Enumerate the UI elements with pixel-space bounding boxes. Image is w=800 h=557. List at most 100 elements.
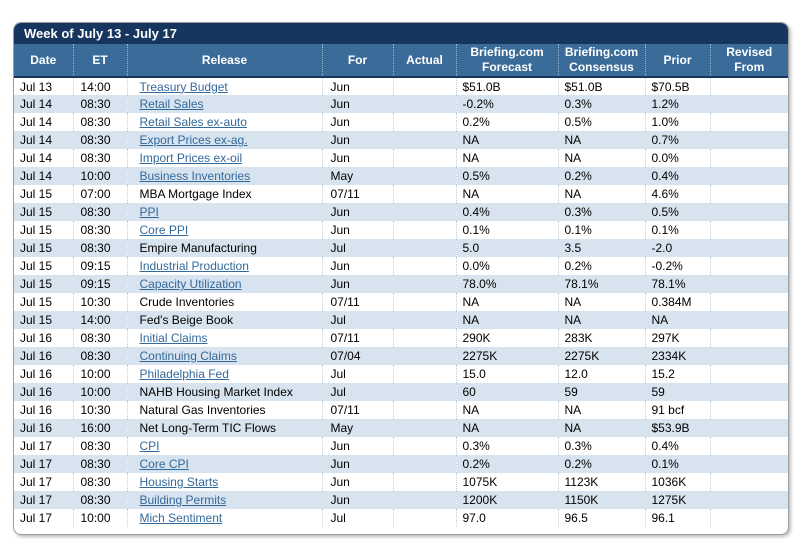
cell-date: Jul 15 (20, 277, 53, 291)
cell-et: 10:00 (72, 167, 127, 185)
table-row: Jul 17 08:30 Building Permits Jun 1200K 1150K… (14, 491, 788, 509)
cell-prior: 78.1% (644, 275, 710, 293)
release-link[interactable]: Core CPI (139, 457, 189, 471)
cell-et: 08:30 (72, 347, 127, 365)
cell-actual (392, 311, 456, 329)
cell-consensus: 0.5% (557, 113, 645, 131)
cell-revised (709, 95, 788, 113)
cell-actual (392, 473, 456, 491)
cell-for: Jun (321, 221, 393, 239)
column-header-for: For (321, 44, 393, 78)
cell-revised (709, 131, 788, 149)
cell-revised (709, 491, 788, 509)
table-row: Jul 17 08:30 Core CPI Jun 0.2% 0.2% 0.1% (14, 455, 788, 473)
cell-consensus: 0.2% (557, 257, 645, 275)
cell-forecast: 97.0 (455, 509, 558, 527)
cell-release: Crude Inventories (126, 293, 322, 311)
cell-consensus: NA (557, 419, 645, 437)
cell-for: Jun (321, 275, 393, 293)
release-link[interactable]: Treasury Budget (139, 79, 228, 94)
cell-revised (709, 329, 788, 347)
release-link[interactable]: Retail Sales ex-auto (139, 115, 247, 129)
cell-actual (392, 365, 456, 383)
cell-date: Jul 14 (20, 133, 53, 147)
cell-et: 09:15 (72, 257, 127, 275)
release-link[interactable]: PPI (139, 205, 159, 219)
release-link[interactable]: Business Inventories (139, 169, 251, 183)
release-link[interactable]: Housing Starts (139, 475, 219, 489)
cell-for: Jun (321, 473, 393, 491)
release-link[interactable]: Building Permits (139, 493, 227, 507)
release-link[interactable]: Import Prices ex-oil (139, 151, 243, 165)
cell-for: Jun (321, 437, 393, 455)
cell-forecast: NA (455, 131, 558, 149)
cell-actual (392, 383, 456, 401)
cell-release: NAHB Housing Market Index (126, 383, 322, 401)
table-row: Jul 15 09:15 Industrial Production Jun 0.0% 0… (14, 257, 788, 275)
cell-release: Treasury Budget (126, 77, 322, 95)
cell-prior: NA (644, 311, 710, 329)
cell-et: 10:30 (72, 401, 127, 419)
cell-consensus: 1123K (557, 473, 645, 491)
cell-consensus: 0.3% (557, 203, 645, 221)
cell-prior: $70.5B (644, 77, 710, 95)
cell-consensus: NA (557, 131, 645, 149)
cell-revised (709, 473, 788, 491)
cell-revised (709, 167, 788, 185)
cell-for: Jul (321, 365, 393, 383)
cell-forecast: 0.0% (455, 257, 558, 275)
cell-for: Jul (321, 509, 393, 527)
cell-et: 10:00 (72, 365, 127, 383)
release-link[interactable]: Core PPI (139, 223, 189, 237)
table-row: Jul 14 08:30 Retail Sales ex-auto Jun 0.2% 0.… (14, 113, 788, 131)
cell-et: 08:30 (72, 131, 127, 149)
cell-forecast: 0.5% (455, 167, 558, 185)
cell-prior: 91 bcf (644, 401, 710, 419)
cell-date: Jul 14 (20, 97, 53, 111)
release-link[interactable]: Industrial Production (139, 259, 249, 273)
cell-date: Jul 14 (20, 169, 53, 183)
release-link[interactable]: Export Prices ex-ag. (139, 133, 248, 147)
release-link[interactable]: Initial Claims (139, 331, 208, 345)
cell-prior: 0.0% (644, 149, 710, 167)
cell-for: 07/11 (321, 329, 393, 347)
release-link[interactable]: Capacity Utilization (139, 277, 242, 291)
cell-et: 10:00 (72, 383, 127, 401)
cell-consensus: 0.3% (557, 95, 645, 113)
cell-date: Jul 16 (20, 421, 53, 435)
cell-date: Jul 14 (20, 115, 53, 129)
cell-date: Jul 15 (20, 223, 53, 237)
cell-et: 10:00 (72, 509, 127, 527)
cell-et: 08:30 (72, 113, 127, 131)
cell-consensus: 12.0 (557, 365, 645, 383)
cell-prior: 1275K (644, 491, 710, 509)
cell-release: Capacity Utilization (126, 275, 322, 293)
calendar-table: Date ET Release For Actual Briefing.com Forec… (14, 44, 788, 527)
cell-revised (709, 437, 788, 455)
cell-date: Jul 17 (20, 475, 53, 489)
cell-consensus: NA (557, 185, 645, 203)
cell-consensus: 0.3% (557, 437, 645, 455)
cell-for: Jun (321, 257, 393, 275)
cell-prior: 96.1 (644, 509, 710, 527)
cell-revised (709, 347, 788, 365)
release-link[interactable]: Continuing Claims (139, 349, 237, 363)
cell-date: Jul 16 (20, 403, 53, 417)
cell-release: Business Inventories (126, 167, 322, 185)
cell-forecast: NA (455, 293, 558, 311)
release-link[interactable]: Retail Sales (139, 97, 204, 111)
cell-prior: 1036K (644, 473, 710, 491)
column-header-forecast: Briefing.com Forecast (455, 44, 558, 78)
cell-forecast: NA (455, 419, 558, 437)
cell-et: 08:30 (72, 149, 127, 167)
cell-for: Jul (321, 311, 393, 329)
release-link[interactable]: Philadelphia Fed (139, 367, 229, 381)
cell-actual (392, 419, 456, 437)
cell-consensus: NA (557, 293, 645, 311)
cell-revised (709, 221, 788, 239)
release-link[interactable]: Mich Sentiment (139, 511, 223, 525)
cell-forecast: NA (455, 311, 558, 329)
cell-release: Core PPI (126, 221, 322, 239)
release-link[interactable]: CPI (139, 439, 160, 453)
cell-for: May (321, 167, 393, 185)
